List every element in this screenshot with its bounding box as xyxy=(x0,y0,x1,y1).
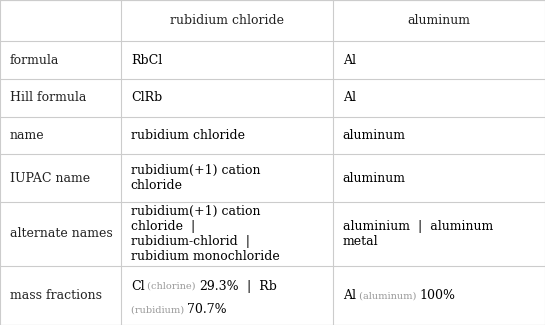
Text: Hill formula: Hill formula xyxy=(10,91,86,104)
Text: rubidium chloride: rubidium chloride xyxy=(131,129,245,142)
Text: ClRb: ClRb xyxy=(131,91,162,104)
Text: RbCl: RbCl xyxy=(131,54,162,67)
Text: (aluminum): (aluminum) xyxy=(356,291,419,300)
Text: aluminum: aluminum xyxy=(343,129,406,142)
Text: (rubidium): (rubidium) xyxy=(131,306,187,314)
Text: alternate names: alternate names xyxy=(10,227,113,240)
Text: aluminium  |  aluminum
metal: aluminium | aluminum metal xyxy=(343,220,493,248)
Text: formula: formula xyxy=(10,54,59,67)
Text: name: name xyxy=(10,129,45,142)
Text: mass fractions: mass fractions xyxy=(10,289,102,302)
Text: Al: Al xyxy=(343,54,356,67)
Text: Cl: Cl xyxy=(131,280,144,292)
Text: aluminum: aluminum xyxy=(343,172,406,185)
Text: Al: Al xyxy=(343,91,356,104)
Text: |  Rb: | Rb xyxy=(239,280,276,292)
Text: 29.3%: 29.3% xyxy=(199,280,239,292)
Text: rubidium(+1) cation
chloride  |
rubidium-chlorid  |
rubidium monochloride: rubidium(+1) cation chloride | rubidium-… xyxy=(131,205,280,263)
Text: rubidium(+1) cation
chloride: rubidium(+1) cation chloride xyxy=(131,164,261,192)
Text: rubidium chloride: rubidium chloride xyxy=(170,14,284,27)
Text: aluminum: aluminum xyxy=(408,14,470,27)
Text: Al: Al xyxy=(343,289,356,302)
Text: IUPAC name: IUPAC name xyxy=(10,172,90,185)
Text: 70.7%: 70.7% xyxy=(187,304,227,317)
Text: (chlorine): (chlorine) xyxy=(144,282,199,291)
Text: 100%: 100% xyxy=(419,289,455,302)
